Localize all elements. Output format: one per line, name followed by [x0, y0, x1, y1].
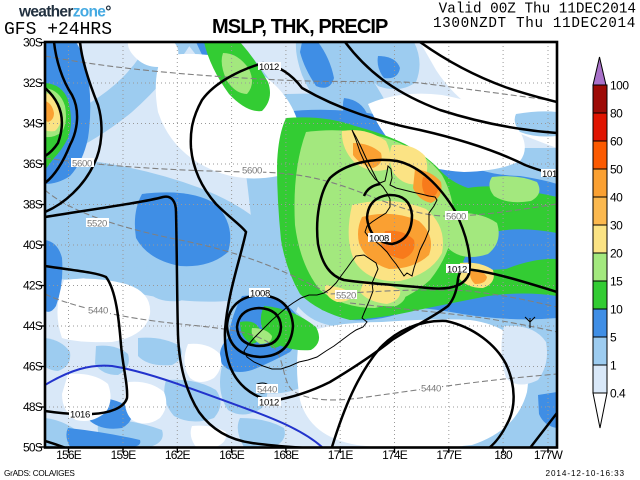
svg-text:162E: 162E	[165, 448, 191, 462]
svg-text:1016: 1016	[70, 410, 90, 421]
svg-text:1012: 1012	[447, 265, 467, 276]
svg-text:5600: 5600	[242, 166, 262, 177]
svg-text:1012: 1012	[259, 62, 279, 73]
svg-text:5600: 5600	[72, 159, 92, 170]
svg-text:1012: 1012	[542, 169, 562, 180]
svg-text:50S: 50S	[23, 441, 43, 455]
svg-text:30: 30	[610, 219, 623, 233]
svg-text:GFS +24HRS: GFS +24HRS	[4, 20, 112, 40]
svg-text:177E: 177E	[436, 448, 462, 462]
svg-text:46S: 46S	[23, 360, 43, 374]
svg-text:weatherzone°: weatherzone°	[18, 4, 111, 21]
svg-text:0.4: 0.4	[610, 387, 626, 401]
svg-text:30S: 30S	[23, 36, 43, 50]
svg-text:156E: 156E	[56, 448, 82, 462]
svg-text:177W: 177W	[534, 448, 564, 462]
svg-text:40S: 40S	[23, 238, 43, 252]
svg-text:Valid 00Z Thu 11DEC2014: Valid 00Z Thu 11DEC2014	[439, 2, 636, 18]
svg-text:60: 60	[610, 135, 623, 149]
svg-text:44S: 44S	[23, 319, 43, 333]
svg-text:36S: 36S	[23, 157, 43, 171]
svg-text:15: 15	[610, 275, 623, 289]
svg-text:5600: 5600	[446, 212, 466, 223]
svg-text:20: 20	[610, 247, 623, 261]
svg-text:38S: 38S	[23, 198, 43, 212]
svg-text:100: 100	[610, 79, 629, 93]
svg-text:5440: 5440	[257, 385, 277, 396]
svg-text:1: 1	[610, 359, 617, 373]
svg-text:165E: 165E	[219, 448, 245, 462]
svg-text:40: 40	[610, 191, 623, 205]
svg-text:1300NZDT Thu 11DEC2014: 1300NZDT Thu 11DEC2014	[433, 16, 636, 32]
svg-text:5440: 5440	[421, 384, 441, 395]
svg-text:5520: 5520	[87, 219, 107, 230]
svg-text:180: 180	[494, 448, 513, 462]
svg-text:159E: 159E	[111, 448, 137, 462]
svg-text:80: 80	[610, 107, 623, 121]
svg-text:5520: 5520	[336, 291, 356, 302]
svg-text:MSLP, THK, PRECIP: MSLP, THK, PRECIP	[212, 16, 388, 38]
svg-text:48S: 48S	[23, 400, 43, 414]
svg-text:5: 5	[610, 331, 617, 345]
svg-text:2014-12-10-16:33: 2014-12-10-16:33	[546, 469, 626, 478]
svg-text:171E: 171E	[328, 448, 354, 462]
svg-text:10: 10	[610, 303, 623, 317]
svg-text:GrADS: COLA/IGES: GrADS: COLA/IGES	[4, 469, 75, 478]
svg-text:168E: 168E	[273, 448, 299, 462]
svg-text:1008: 1008	[369, 234, 389, 245]
svg-text:1008: 1008	[250, 289, 270, 300]
svg-text:50: 50	[610, 163, 623, 177]
svg-text:32S: 32S	[23, 76, 43, 90]
svg-text:174E: 174E	[382, 448, 408, 462]
svg-text:42S: 42S	[23, 279, 43, 293]
svg-text:5440: 5440	[88, 306, 108, 317]
svg-text:34S: 34S	[23, 117, 43, 131]
svg-text:1012: 1012	[259, 398, 279, 409]
